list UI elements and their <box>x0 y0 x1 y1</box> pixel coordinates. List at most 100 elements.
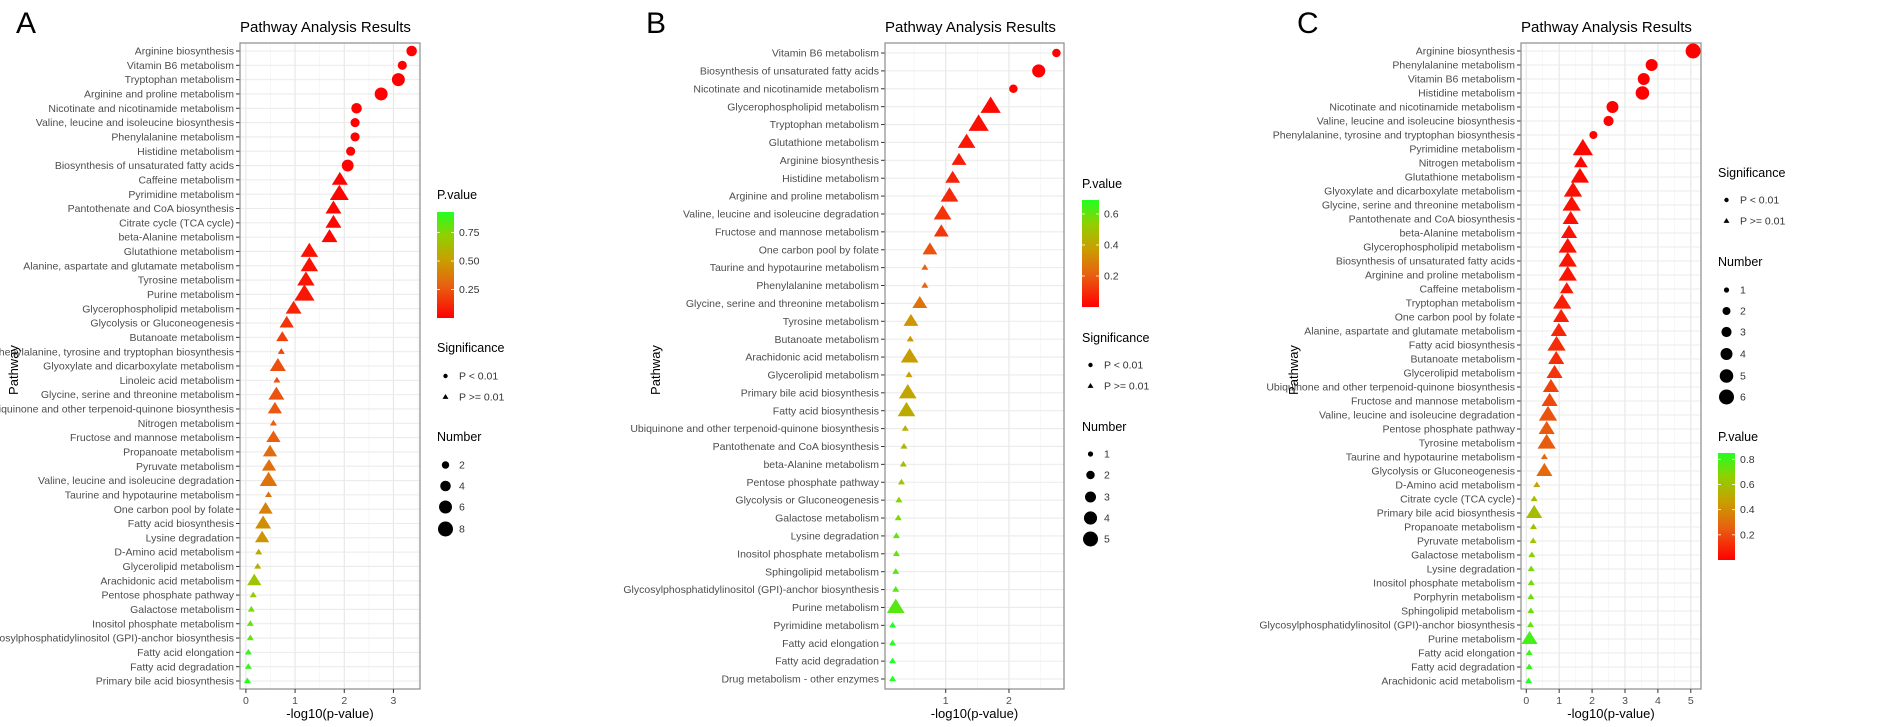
y-tick-label: D-Amino acid metabolism <box>114 547 234 559</box>
data-point-triangle <box>1529 523 1538 530</box>
data-point-triangle <box>897 478 905 485</box>
legend-number-title: Number <box>1082 420 1126 434</box>
data-point-triangle <box>277 348 285 354</box>
y-tick-label: Biosynthesis of unsaturated fatty acids <box>700 65 879 77</box>
legend-size-key <box>1083 511 1098 525</box>
legend-pvalue-title: P.value <box>1082 177 1122 191</box>
data-point-triangle <box>1541 392 1558 407</box>
legend-number-title: Number <box>1718 255 1762 269</box>
data-point-triangle <box>1542 378 1560 393</box>
data-point-triangle <box>269 419 277 426</box>
y-tick-label: Glyoxylate and dicarboxylate metabolism <box>43 361 234 373</box>
y-tick-label: Sphingolipid metabolism <box>765 566 879 578</box>
legend-size-key <box>1719 389 1734 405</box>
data-point-triangle <box>922 242 938 255</box>
data-point-triangle <box>912 295 928 309</box>
y-tick-label: Arginine biosynthesis <box>780 155 879 167</box>
y-tick-label: Primary bile acid biosynthesis <box>1377 508 1515 520</box>
chart-title: Pathway Analysis Results <box>240 19 411 36</box>
data-point-triangle <box>1540 453 1548 460</box>
y-tick-label: Fatty acid elongation <box>782 638 879 650</box>
y-tick-label: Phenylalanine, tyrosine and tryptophan b… <box>1273 130 1515 142</box>
data-point-triangle <box>1563 181 1583 197</box>
x-tick-label: 3 <box>1622 695 1628 707</box>
data-point-triangle <box>945 170 961 183</box>
data-point-triangle <box>1574 156 1588 168</box>
y-tick-label: Phenylalanine metabolism <box>111 132 234 144</box>
y-tick-label: Butanoate metabolism <box>775 334 880 346</box>
y-tick-label: Primary bile acid biosynthesis <box>741 387 879 399</box>
y-tick-label: Vitamin B6 metabolism <box>1408 74 1515 86</box>
plot-area <box>1521 43 1701 689</box>
data-point-triangle <box>980 96 1001 113</box>
data-point-triangle <box>1558 265 1577 281</box>
data-point-triangle <box>294 284 315 301</box>
data-point-circle <box>351 102 362 114</box>
y-tick-label: Fatty acid biosynthesis <box>128 518 234 530</box>
y-tick-label: Tyrosine metabolism <box>1419 438 1516 450</box>
legend-number-label: 8 <box>459 524 465 536</box>
legend-triangle-key <box>1087 383 1094 388</box>
data-point-triangle <box>1552 293 1572 309</box>
panel-c: C Pathway Analysis Results Arginine biosyn… <box>1259 7 1785 721</box>
colorbar-tick-label: 0.2 <box>1740 529 1755 541</box>
data-point-triangle <box>1560 224 1578 239</box>
y-tick-label: Citrate cycle (TCA cycle) <box>119 217 234 229</box>
data-point-triangle <box>266 430 281 443</box>
data-point-triangle <box>1562 195 1581 211</box>
legend-significance-label: P >= 0.01 <box>459 392 505 404</box>
y-tick-label: Biosynthesis of unsaturated fatty acids <box>1336 256 1515 268</box>
y-tick-label: Glycine, serine and threonine metabolism <box>686 298 879 310</box>
data-point-triangle <box>1526 504 1543 519</box>
data-point-triangle <box>285 300 302 314</box>
y-tick-label: Glutathione metabolism <box>1405 172 1516 184</box>
data-point-triangle <box>268 386 285 400</box>
legend-number-label: 5 <box>1104 534 1110 546</box>
y-tick-label: Histidine metabolism <box>782 173 879 185</box>
x-tick-label: 5 <box>1688 695 1694 707</box>
panel-b: B Pathway Analysis Results Vitamin B6 meta… <box>623 7 1149 721</box>
y-tick-label: Linoleic acid metabolism <box>120 375 235 387</box>
data-point-circle <box>341 159 354 172</box>
y-tick-label: Glycosylphosphatidylinositol (GPI)-ancho… <box>623 584 879 596</box>
data-point-triangle <box>1570 167 1590 183</box>
plot-border <box>1520 42 1702 690</box>
legend-size-key <box>1086 470 1095 480</box>
y-tick-label: Galactose metabolism <box>1411 550 1515 562</box>
legend-significance-label: P >= 0.01 <box>1104 381 1150 393</box>
y-tick-label: Citrate cycle (TCA cycle) <box>1400 494 1515 506</box>
legend-significance-title: Significance <box>1718 166 1785 180</box>
pvalue-colorbar <box>1082 200 1099 307</box>
data-point-triangle <box>1529 537 1537 544</box>
data-point-triangle <box>321 229 338 243</box>
panel-a: A Pathway Analysis Results Arginine biosyn… <box>0 7 505 721</box>
data-point-triangle <box>259 471 278 486</box>
data-point-triangle <box>1559 282 1574 294</box>
data-point-triangle <box>1548 350 1565 365</box>
data-point-triangle <box>889 639 897 646</box>
data-point-triangle <box>901 425 909 431</box>
data-point-circle <box>350 118 360 128</box>
y-tick-label: Glycerophospholipid metabolism <box>727 101 879 113</box>
legend-significance-title: Significance <box>437 341 504 355</box>
y-tick-label: Pyruvate metabolism <box>1417 536 1515 548</box>
data-point-circle <box>374 87 388 101</box>
legend-number-label: 2 <box>1740 306 1746 318</box>
y-tick-label: beta-Alanine metabolism <box>763 459 879 471</box>
legend: P.value 0.75 0.50 0.25 Significance P < 0.01 P… <box>437 188 505 537</box>
data-point-triangle <box>247 573 262 586</box>
data-point-triangle <box>1525 649 1533 656</box>
legend-number-title: Number <box>437 430 481 444</box>
y-tick-label: Vitamin B6 metabolism <box>127 60 234 72</box>
legend-number-label: 2 <box>1104 470 1110 482</box>
y-tick-label: Pyrimidine metabolism <box>1409 144 1515 156</box>
legend-pvalue-title: P.value <box>437 188 477 202</box>
x-tick-label: 3 <box>391 695 397 707</box>
y-tick-label: Fructose and mannose metabolism <box>70 432 234 444</box>
data-point-triangle <box>325 200 342 214</box>
legend-number-label: 3 <box>1740 327 1746 339</box>
y-tick-label: Phenylalanine metabolism <box>1392 60 1515 72</box>
data-point-triangle <box>1537 433 1556 449</box>
data-point-triangle <box>1530 495 1538 502</box>
colorbar-tick-label: 0.4 <box>1740 504 1755 516</box>
